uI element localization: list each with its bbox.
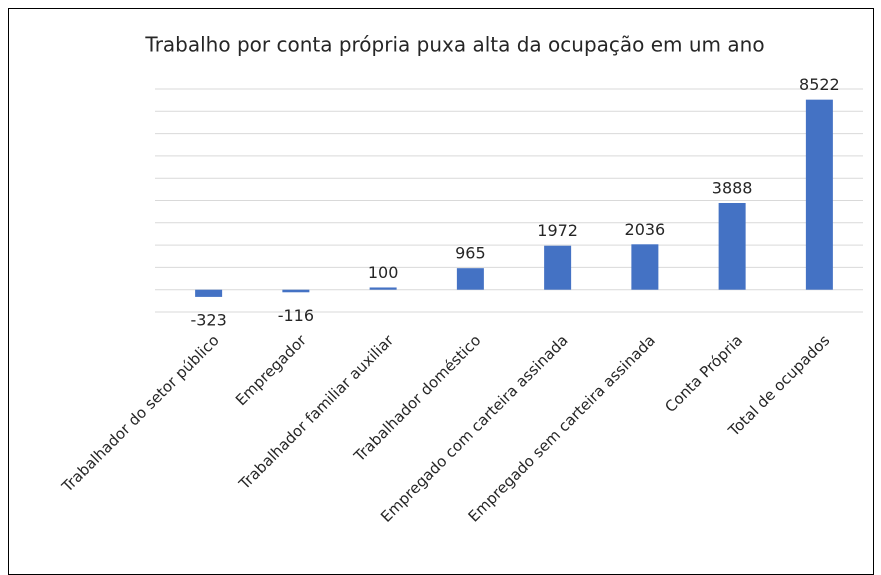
data-label: 1972 (537, 221, 578, 240)
bar (195, 289, 223, 297)
chart-frame (8, 8, 874, 575)
x-tick-label: Empregado sem carteira assinada (465, 331, 659, 525)
bar (282, 289, 310, 293)
bar (631, 244, 659, 290)
x-tick-label: Empregador (232, 331, 311, 410)
bar (544, 245, 572, 290)
x-tick-label: Empregado com carteira assinada (377, 331, 572, 526)
data-label: 3888 (712, 178, 753, 197)
bar (369, 287, 397, 290)
data-label: 965 (455, 244, 486, 263)
bar (718, 202, 746, 290)
data-label: 2036 (625, 220, 666, 239)
data-label: 100 (368, 263, 399, 282)
bar (805, 99, 833, 290)
x-tick-label: Trabalhador do setor público (58, 331, 223, 496)
data-label: 8522 (799, 75, 840, 94)
x-tick-label: Conta Própria (661, 331, 746, 416)
chart-title: Trabalho por conta própria puxa alta da … (144, 33, 764, 57)
data-label: -323 (190, 310, 226, 329)
x-tick-label: Trabalhador familiar auxiliar (235, 331, 398, 494)
data-label: -116 (278, 306, 314, 325)
bar (456, 268, 484, 290)
